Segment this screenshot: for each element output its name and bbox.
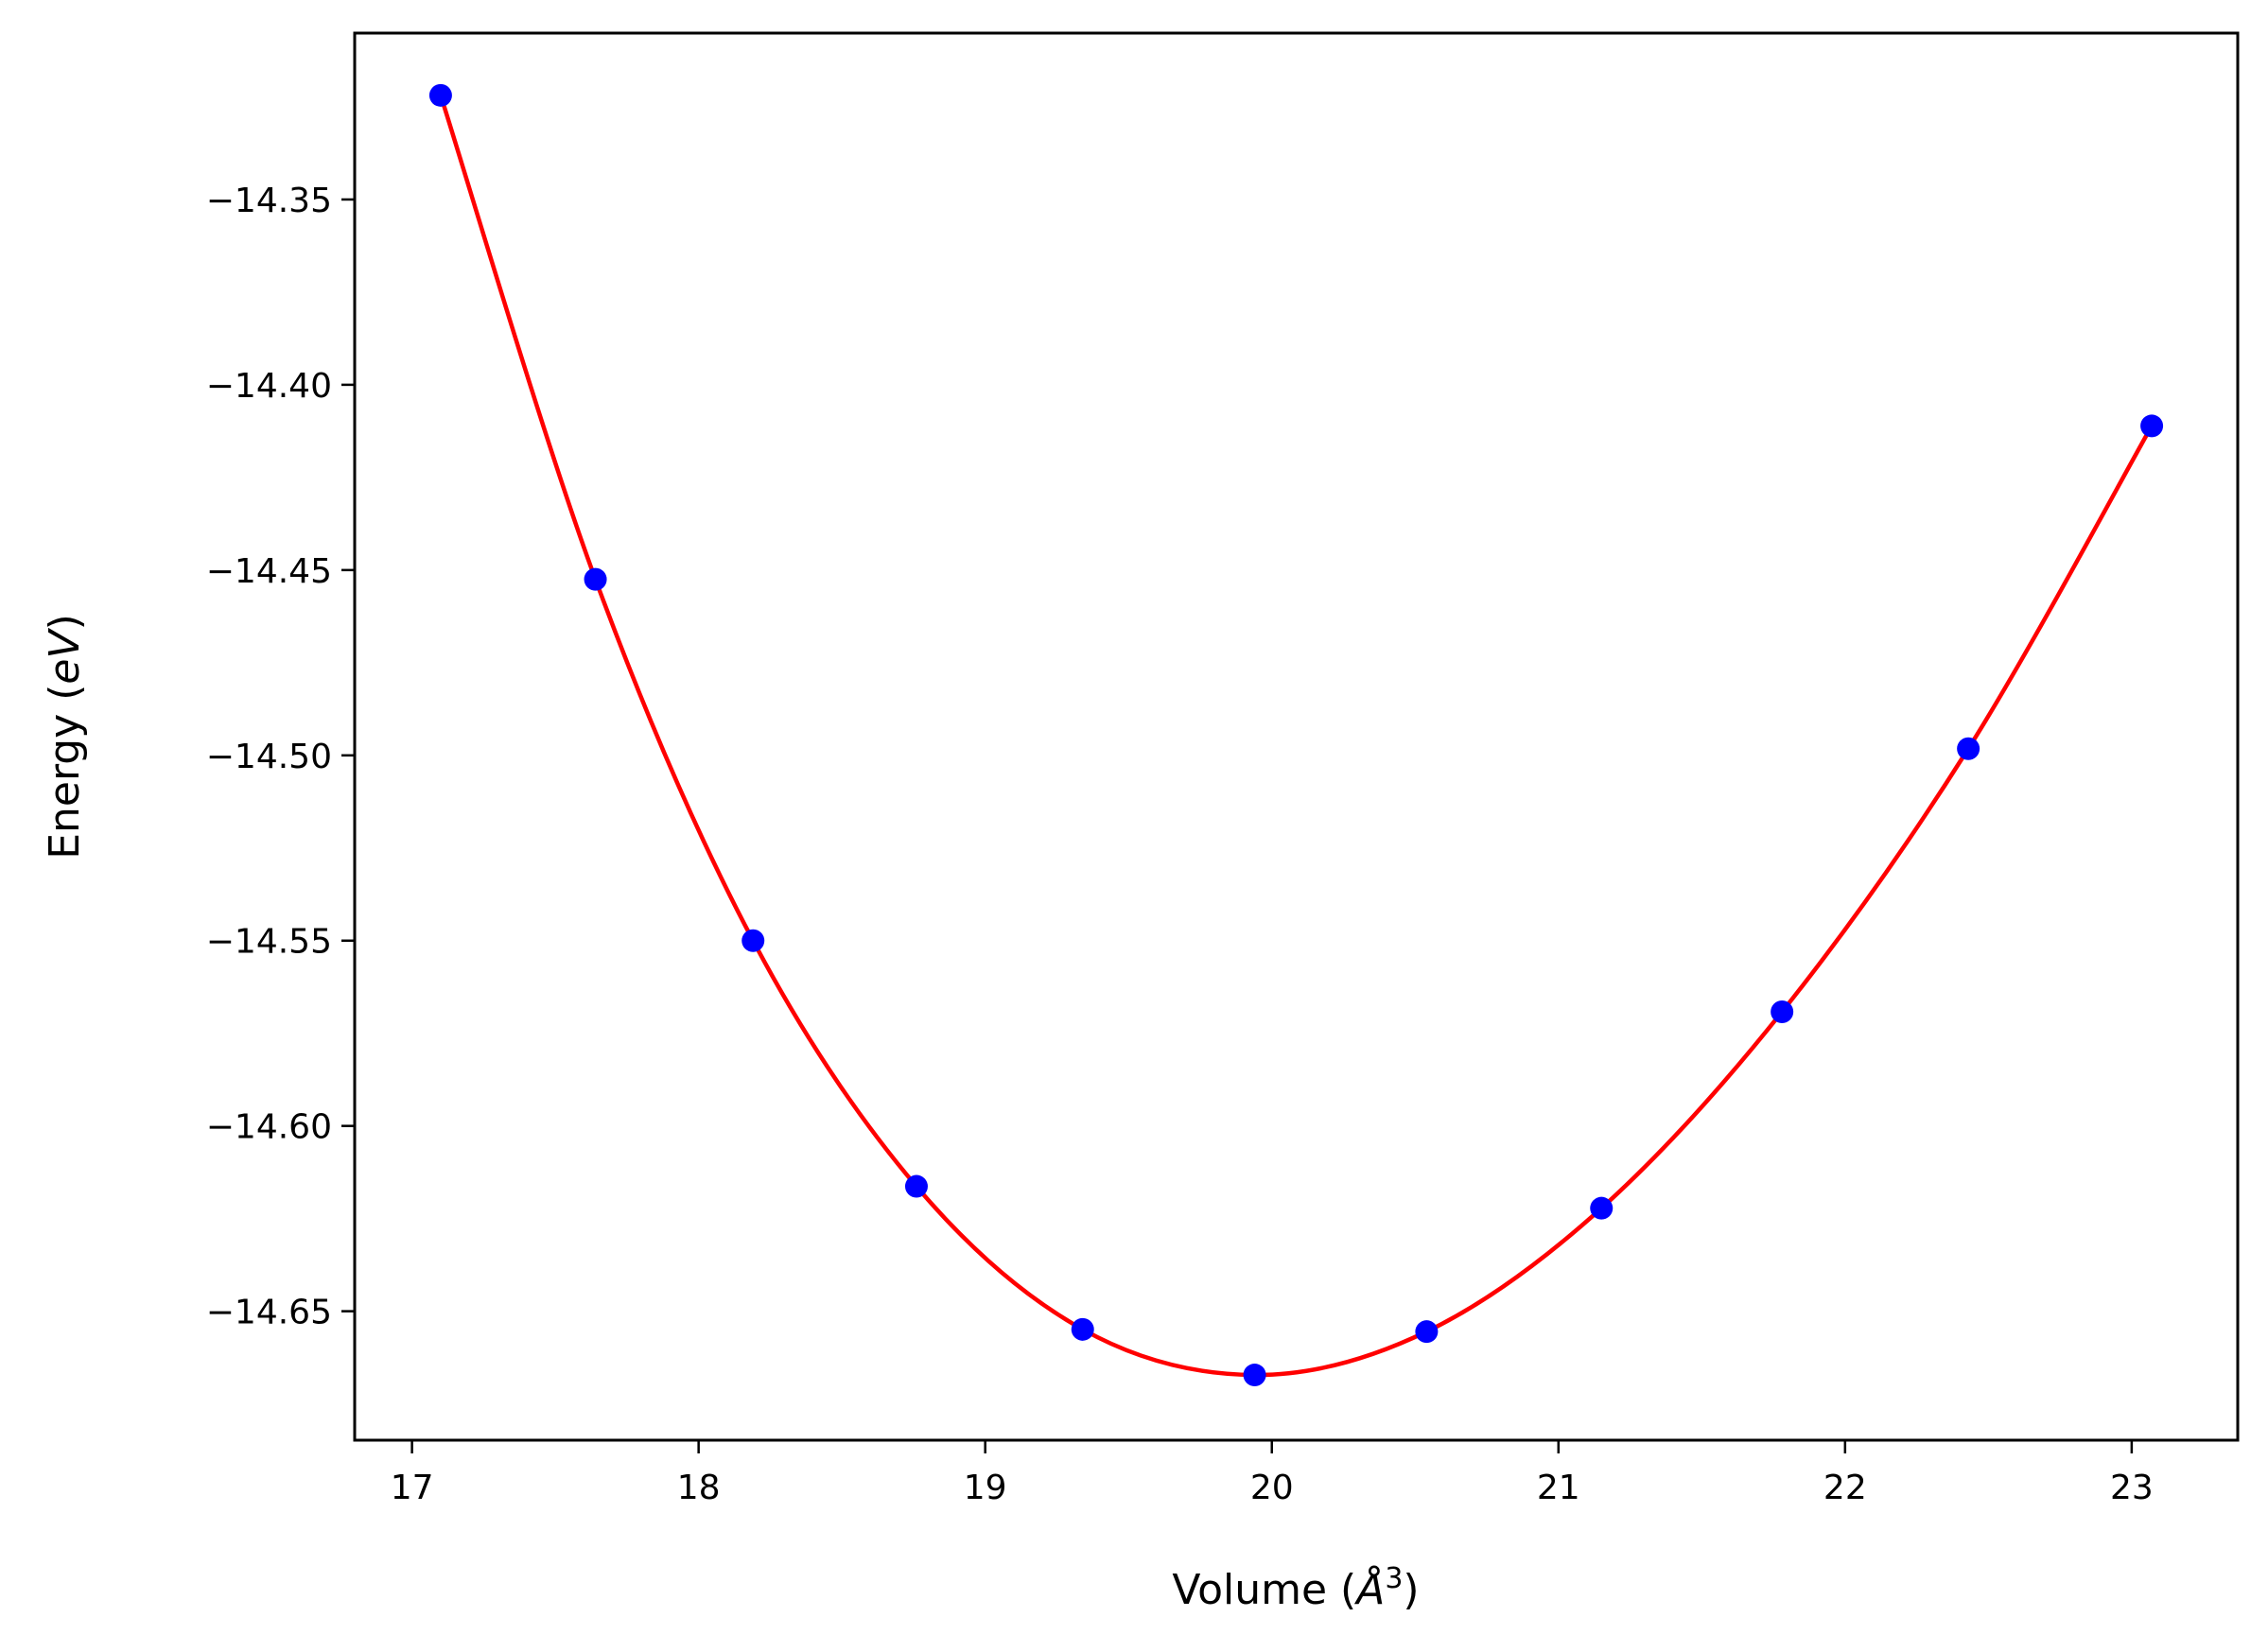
y-tick-label: −14.35: [206, 182, 332, 220]
y-tick-label: −14.65: [206, 1294, 332, 1332]
x-tick-label: 17: [391, 1469, 434, 1507]
y-tick-label: −14.55: [206, 923, 332, 962]
data-point: [584, 567, 607, 591]
x-tick-label: 23: [2110, 1469, 2154, 1507]
data-point: [904, 1174, 928, 1198]
x-tick-label: 18: [677, 1469, 721, 1507]
x-tick-label: 20: [1250, 1469, 1294, 1507]
x-tick-label: 21: [1537, 1469, 1580, 1507]
y-axis-title: Energy (eV): [41, 614, 89, 860]
data-point: [1771, 1000, 1794, 1023]
data-point: [1590, 1196, 1614, 1220]
data-point: [1415, 1320, 1439, 1344]
y-tick-label: −14.40: [206, 367, 332, 406]
x-tick-label: 19: [964, 1469, 1007, 1507]
data-points: [428, 83, 2164, 1387]
plot-frame: [353, 31, 2240, 1442]
x-tick-label: 22: [1823, 1469, 1867, 1507]
data-point: [428, 83, 452, 107]
plot-area: [355, 33, 2238, 1440]
data-point: [1071, 1317, 1094, 1341]
fit-curve: [438, 95, 2155, 1378]
data-point: [1957, 737, 1980, 760]
data-point: [741, 929, 765, 952]
y-tick-label: −14.50: [206, 738, 332, 776]
y-tick-label: −14.60: [206, 1108, 332, 1147]
data-point: [2140, 414, 2164, 438]
data-point: [1243, 1364, 1266, 1387]
x-axis-title: Volume (Å3): [1172, 1562, 1419, 1615]
y-tick-label: −14.45: [206, 552, 332, 591]
x-axis: 17 18 19 20 21 22 23: [391, 1440, 2154, 1507]
y-axis: −14.35 −14.40 −14.45 −14.50 −14.55 −14.60 −14.…: [206, 182, 355, 1332]
